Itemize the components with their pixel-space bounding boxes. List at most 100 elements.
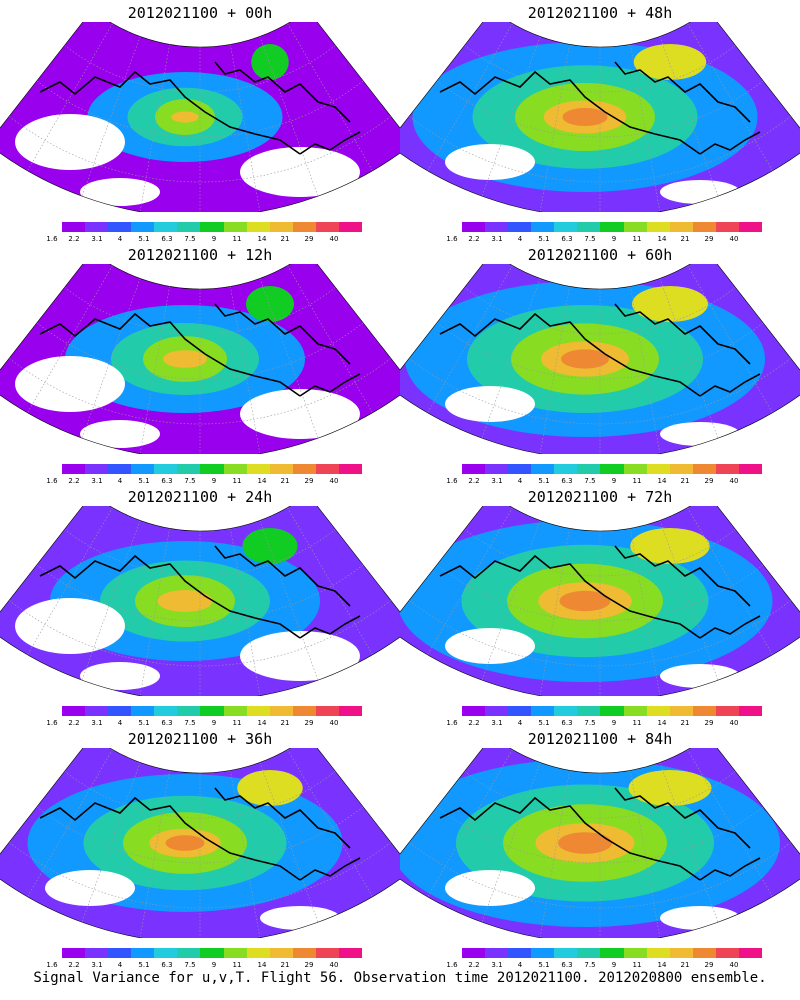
colorbar-tick-label: 11 xyxy=(632,477,642,485)
colorbar-swatch xyxy=(554,706,578,716)
forecast-panel: 2012021100 + 36h 1.6 2.2 3.1 4 5.1 6.3 7.5 9 11 14… xyxy=(0,726,400,971)
colorbar-tick-label: 11 xyxy=(232,477,242,485)
colorbar-swatch xyxy=(108,948,132,958)
colorbar-swatch xyxy=(131,706,155,716)
colorbar-tick-label: 6.3 xyxy=(161,961,173,969)
colorbar-swatch xyxy=(200,222,224,232)
colorbar-tick-label: 11 xyxy=(232,719,242,727)
colorbar-swatch xyxy=(646,706,670,716)
colorbar-swatch xyxy=(62,222,86,232)
colorbar-tick-label: 40 xyxy=(729,961,739,969)
colorbar-swatch xyxy=(62,948,86,958)
colorbar-swatch xyxy=(738,706,763,716)
colorbar-swatch xyxy=(177,706,201,716)
colorbar-swatch xyxy=(623,464,647,474)
colorbar-swatch xyxy=(462,222,486,232)
colorbar-swatch xyxy=(292,948,316,958)
colorbar-tick-label: 7.5 xyxy=(584,961,596,969)
colorbar-tick-label: 21 xyxy=(280,719,290,727)
variance-map xyxy=(0,22,400,212)
colorbar-swatch xyxy=(246,222,270,232)
colorbar-swatch xyxy=(692,948,716,958)
panel-title: 2012021100 + 12h xyxy=(127,246,273,264)
colorbar-tick-label: 4 xyxy=(517,719,523,727)
colorbar-swatch xyxy=(738,948,763,958)
colorbar-swatch xyxy=(508,222,532,232)
colorbar-swatch xyxy=(62,464,86,474)
colorbar-tick-label: 6.3 xyxy=(161,235,173,243)
colorbar xyxy=(462,948,763,958)
colorbar-swatch xyxy=(646,222,670,232)
colorbar-swatch xyxy=(177,948,201,958)
colorbar-swatch xyxy=(85,464,109,474)
colorbar-swatch xyxy=(462,948,486,958)
colorbar-tick-label: 9 xyxy=(611,719,617,727)
colorbar-tick-label: 4 xyxy=(517,477,523,485)
colorbar-tick-label: 9 xyxy=(211,477,217,485)
colorbar-swatch xyxy=(669,464,693,474)
panel-title: 2012021100 + 36h xyxy=(127,730,273,748)
colorbar-swatch xyxy=(315,948,339,958)
colorbar-swatch xyxy=(154,222,178,232)
colorbar-swatch xyxy=(154,464,178,474)
colorbar-tick-label: 5.1 xyxy=(138,235,150,243)
colorbar-tick-label: 7.5 xyxy=(184,235,196,243)
colorbar-swatch xyxy=(269,464,293,474)
forecast-panel: 2012021100 + 60h 1.6 2.2 3.1 4 5.1 6.3 7.5 9 11 14… xyxy=(400,242,800,485)
colorbar-swatch xyxy=(246,948,270,958)
colorbar-tick-label: 4 xyxy=(117,719,123,727)
colorbar-tick-label: 3.1 xyxy=(91,961,103,969)
colorbar-ticks: 1.6 2.2 3.1 4 5.1 6.3 7.5 9 11 14 21 29 40 xyxy=(46,719,372,729)
colorbar-tick-label: 4 xyxy=(117,961,123,969)
colorbar-ticks: 1.6 2.2 3.1 4 5.1 6.3 7.5 9 11 14 21 29 40 xyxy=(46,477,372,487)
colorbar-swatch xyxy=(85,706,109,716)
colorbar-tick-label: 21 xyxy=(280,235,290,243)
colorbar-swatch xyxy=(131,222,155,232)
colorbar-tick-label: 2.2 xyxy=(68,961,80,969)
colorbar-swatch xyxy=(131,464,155,474)
colorbar-tick-label: 7.5 xyxy=(584,477,596,485)
colorbar-swatch xyxy=(600,464,624,474)
colorbar-swatch xyxy=(200,948,224,958)
colorbar-tick-label: 9 xyxy=(211,719,217,727)
colorbar-tick-label: 3.1 xyxy=(91,719,103,727)
forecast-panel: 2012021100 + 48h 1.6 2.2 3.1 4 5.1 6.3 7.5 9 11 14… xyxy=(400,0,800,245)
colorbar-tick-label: 29 xyxy=(704,235,714,243)
colorbar-tick-label: 7.5 xyxy=(184,719,196,727)
colorbar-swatch xyxy=(200,464,224,474)
forecast-panel: 2012021100 + 84h 1.6 2.2 3.1 4 5.1 6.3 7.5 9 11 14… xyxy=(400,726,800,969)
colorbar-ticks: 1.6 2.2 3.1 4 5.1 6.3 7.5 9 11 14 21 29 40 xyxy=(46,961,372,971)
colorbar-tick-label: 2.2 xyxy=(68,477,80,485)
colorbar-tick-label: 11 xyxy=(232,235,242,243)
colorbar-swatch xyxy=(315,464,339,474)
colorbar-swatch xyxy=(62,706,86,716)
colorbar-swatch xyxy=(223,706,247,716)
colorbar-tick-label: 29 xyxy=(304,719,314,727)
colorbar-tick-label: 21 xyxy=(680,961,690,969)
colorbar-tick-label: 6.3 xyxy=(561,961,573,969)
colorbar-tick-label: 6.3 xyxy=(561,477,573,485)
colorbar-swatch xyxy=(85,948,109,958)
colorbar-swatch xyxy=(223,948,247,958)
variance-map xyxy=(0,506,400,696)
colorbar-swatch xyxy=(531,464,555,474)
colorbar-swatch xyxy=(508,948,532,958)
colorbar-swatch xyxy=(554,222,578,232)
colorbar-swatch xyxy=(623,948,647,958)
colorbar-swatch xyxy=(269,706,293,716)
colorbar-tick-label: 29 xyxy=(304,961,314,969)
colorbar-swatch xyxy=(246,706,270,716)
variance-map xyxy=(400,22,800,212)
colorbar-tick-label: 9 xyxy=(611,235,617,243)
colorbar-tick-label: 11 xyxy=(232,961,242,969)
colorbar-swatch xyxy=(269,948,293,958)
colorbar-tick-label: 29 xyxy=(304,477,314,485)
colorbar-ticks: 1.6 2.2 3.1 4 5.1 6.3 7.5 9 11 14 21 29 40 xyxy=(446,235,772,245)
colorbar-tick-label: 40 xyxy=(329,477,339,485)
colorbar-tick-label: 7.5 xyxy=(184,961,196,969)
colorbar-swatch xyxy=(715,464,739,474)
variance-map xyxy=(0,264,400,454)
colorbar-swatch xyxy=(485,706,509,716)
colorbar-tick-label: 5.1 xyxy=(138,719,150,727)
forecast-panel: 2012021100 + 72h 1.6 2.2 3.1 4 5.1 6.3 7.5 9 11 14… xyxy=(400,484,800,727)
